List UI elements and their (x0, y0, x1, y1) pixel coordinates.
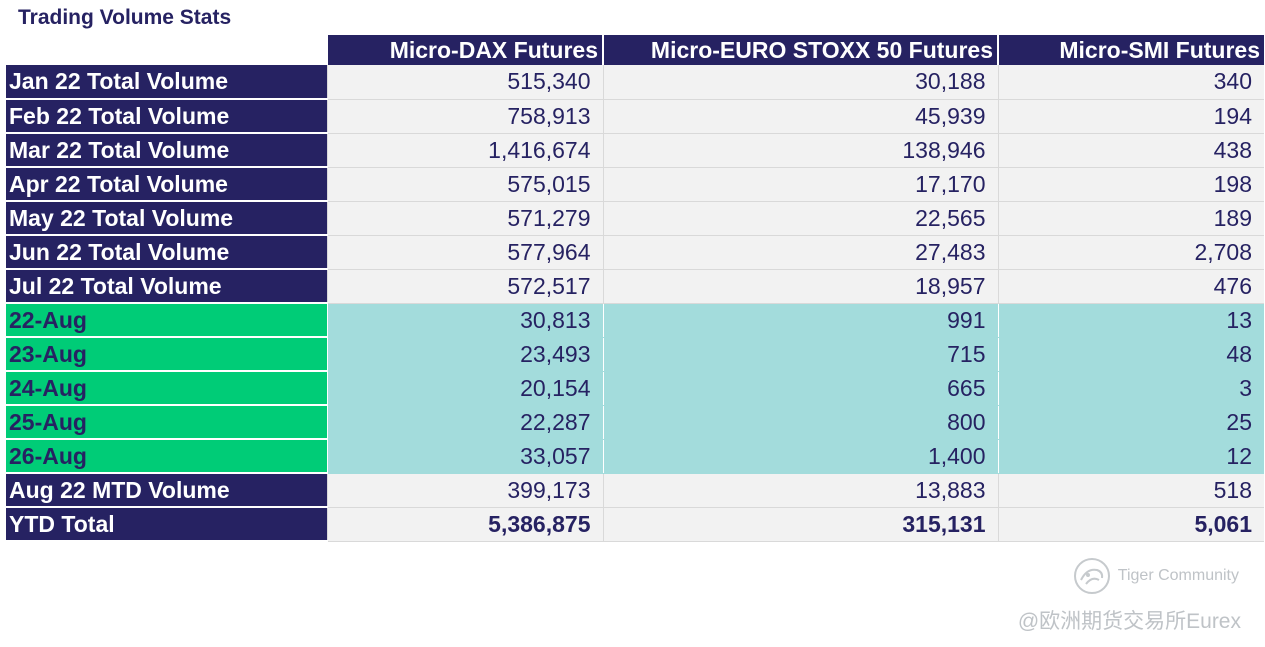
table-header-row: Micro-DAX Futures Micro-EURO STOXX 50 Fu… (6, 35, 1264, 65)
cell-micro-dax: 399,173 (326, 473, 603, 508)
column-header-micro-dax: Micro-DAX Futures (326, 35, 603, 65)
row-label: Mar 22 Total Volume (6, 133, 327, 168)
cell-micro-euro-stoxx: 22,565 (602, 201, 998, 236)
cell-micro-smi: 438 (997, 133, 1264, 168)
cell-micro-dax: 1,416,674 (326, 133, 603, 168)
table-row-daily-25-aug: 25-Aug 22,287 800 25 (6, 405, 1264, 440)
cell-micro-smi: 476 (997, 269, 1264, 304)
cell-micro-dax: 22,287 (326, 405, 603, 440)
cell-micro-dax: 572,517 (326, 269, 603, 304)
row-label: Aug 22 MTD Volume (6, 473, 327, 508)
cell-micro-smi: 189 (997, 201, 1264, 236)
cell-micro-euro-stoxx: 665 (602, 371, 998, 406)
cell-micro-dax: 758,913 (326, 99, 603, 134)
row-label: Jun 22 Total Volume (6, 235, 327, 270)
watermark-handle: @欧洲期货交易所Eurex (1017, 610, 1241, 633)
row-label: 25-Aug (6, 405, 327, 440)
row-label: 23-Aug (6, 337, 327, 372)
cell-micro-euro-stoxx: 30,188 (602, 65, 998, 100)
table-row-jun: Jun 22 Total Volume 577,964 27,483 2,708 (6, 235, 1264, 270)
cell-micro-euro-stoxx: 18,957 (602, 269, 998, 304)
cell-micro-smi: 5,061 (997, 507, 1264, 542)
cell-micro-smi: 12 (997, 439, 1264, 474)
cell-micro-smi: 194 (997, 99, 1264, 134)
cell-micro-smi: 3 (997, 371, 1264, 406)
table-row-ytd-total: YTD Total 5,386,875 315,131 5,061 (6, 507, 1264, 542)
column-header-micro-euro-stoxx-50: Micro-EURO STOXX 50 Futures (602, 35, 998, 65)
cell-micro-smi: 340 (997, 65, 1264, 100)
cell-micro-smi: 25 (997, 405, 1264, 440)
row-label: Jul 22 Total Volume (6, 269, 327, 304)
row-label: May 22 Total Volume (6, 201, 327, 236)
cell-micro-dax: 5,386,875 (326, 507, 603, 542)
cell-micro-euro-stoxx: 138,946 (602, 133, 998, 168)
column-header-micro-smi: Micro-SMI Futures (997, 35, 1264, 65)
row-label: Feb 22 Total Volume (6, 99, 327, 134)
table-row-apr: Apr 22 Total Volume 575,015 17,170 198 (6, 167, 1264, 202)
cell-micro-smi: 198 (997, 167, 1264, 202)
table-row-aug-mtd: Aug 22 MTD Volume 399,173 13,883 518 (6, 473, 1264, 508)
row-label: Jan 22 Total Volume (6, 65, 327, 100)
cell-micro-dax: 515,340 (326, 65, 603, 100)
cell-micro-euro-stoxx: 715 (602, 337, 998, 372)
page-title: Trading Volume Stats (18, 6, 232, 29)
table-row-jan: Jan 22 Total Volume 515,340 30,188 340 (6, 65, 1264, 100)
row-label: 24-Aug (6, 371, 327, 406)
cell-micro-euro-stoxx: 991 (602, 303, 998, 338)
cell-micro-euro-stoxx: 17,170 (602, 167, 998, 202)
cell-micro-dax: 33,057 (326, 439, 603, 474)
cell-micro-smi: 518 (997, 473, 1264, 508)
cell-micro-smi: 13 (997, 303, 1264, 338)
tiger-community-logo-icon (1073, 558, 1110, 594)
row-label: 26-Aug (6, 439, 327, 474)
cell-micro-smi: 48 (997, 337, 1264, 372)
table-row-daily-24-aug: 24-Aug 20,154 665 3 (6, 371, 1264, 406)
table-row-may: May 22 Total Volume 571,279 22,565 189 (6, 201, 1264, 236)
cell-micro-euro-stoxx: 27,483 (602, 235, 998, 270)
table-row-daily-23-aug: 23-Aug 23,493 715 48 (6, 337, 1264, 372)
cell-micro-dax: 577,964 (326, 235, 603, 270)
cell-micro-euro-stoxx: 45,939 (602, 99, 998, 134)
watermark: Tiger Community (1072, 556, 1239, 596)
trading-volume-table: Micro-DAX Futures Micro-EURO STOXX 50 Fu… (6, 35, 1264, 542)
cell-micro-dax: 23,493 (326, 337, 603, 372)
cell-micro-dax: 571,279 (326, 201, 603, 236)
cell-micro-euro-stoxx: 800 (602, 405, 998, 440)
watermark-brand: Tiger Community (1117, 567, 1239, 584)
table-row-feb: Feb 22 Total Volume 758,913 45,939 194 (6, 99, 1264, 134)
row-label: YTD Total (6, 507, 327, 542)
table-row-daily-26-aug: 26-Aug 33,057 1,400 12 (6, 439, 1264, 474)
cell-micro-dax: 575,015 (326, 167, 603, 202)
row-label: Apr 22 Total Volume (6, 167, 327, 202)
cell-micro-euro-stoxx: 315,131 (602, 507, 998, 542)
cell-micro-smi: 2,708 (997, 235, 1264, 270)
cell-micro-euro-stoxx: 13,883 (602, 473, 998, 508)
cell-micro-dax: 20,154 (326, 371, 603, 406)
cell-micro-dax: 30,813 (326, 303, 603, 338)
table-row-mar: Mar 22 Total Volume 1,416,674 138,946 43… (6, 133, 1264, 168)
table-row-jul: Jul 22 Total Volume 572,517 18,957 476 (6, 269, 1264, 304)
row-label: 22-Aug (6, 303, 327, 338)
cell-micro-euro-stoxx: 1,400 (602, 439, 998, 474)
corner-cell (6, 35, 327, 65)
table-row-daily-22-aug: 22-Aug 30,813 991 13 (6, 303, 1264, 338)
